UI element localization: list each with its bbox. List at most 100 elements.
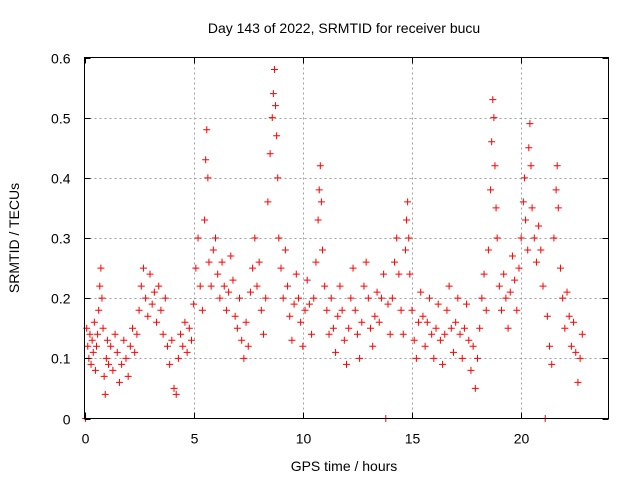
data-point [338,306,346,314]
x-tick-label: 0 [82,431,90,447]
data-point [98,294,106,302]
data-point [403,216,411,224]
data-point [253,282,261,290]
data-point [377,294,385,302]
data-point [301,306,309,314]
data-point [88,336,96,344]
data-point [133,330,141,338]
data-point [183,348,191,356]
data-point [181,318,189,326]
data-point [146,270,154,278]
data-point [386,330,394,338]
data-point [528,204,536,212]
data-point [513,306,521,314]
data-point [388,294,396,302]
data-point [391,258,399,266]
data-point [159,330,167,338]
data-point [517,234,525,242]
data-point [492,204,500,212]
data-point [524,246,532,254]
data-point [185,324,193,332]
data-point [511,276,519,284]
data-point [358,318,366,326]
data-point [530,234,538,242]
data-point [561,324,569,332]
data-point [478,294,486,302]
data-point [404,198,412,206]
data-point [279,294,287,302]
data-point [327,294,335,302]
data-point [100,372,108,380]
data-point [449,348,457,356]
data-point [519,198,527,206]
data-point [297,318,305,326]
data-point [260,330,268,338]
data-point [129,324,137,332]
data-point [281,246,289,254]
data-point [251,234,259,242]
data-point [227,252,235,260]
data-point [310,294,318,302]
x-tick-label: 15 [405,431,421,447]
data-point [115,378,123,386]
data-point [546,342,554,350]
data-point [201,216,209,224]
y-tick-label: 0 [63,412,71,428]
data-point [380,270,388,278]
data-point [205,258,213,266]
data-point [246,288,254,296]
data-point [550,234,558,242]
data-point [556,264,564,272]
data-point [401,246,409,254]
data-point [262,294,270,302]
data-point [269,90,277,98]
data-point [578,330,586,338]
data-point [124,372,132,380]
data-point [543,312,551,320]
data-point [139,264,147,272]
data-point [476,324,484,332]
data-point [323,306,331,314]
data-point [286,312,294,320]
data-point [345,324,353,332]
data-point [113,348,121,356]
data-point [240,354,248,362]
data-point [166,360,174,368]
y-tick-label: 0.3 [51,231,71,247]
x-axis-label: GPS time / hours [291,458,398,474]
data-point [86,330,94,338]
data-point [371,312,379,320]
data-point [412,354,420,362]
data-point [126,342,134,350]
data-point [364,294,372,302]
data-point [111,330,119,338]
data-point [563,288,571,296]
data-point [489,96,497,104]
data-point [198,306,206,314]
data-point [105,360,113,368]
data-point [222,306,230,314]
data-point [570,318,578,326]
data-point [244,342,252,350]
data-point [96,282,104,290]
data-point [340,336,348,344]
data-point [397,306,405,314]
data-point [308,330,316,338]
data-point [102,354,110,362]
data-point [135,306,143,314]
data-point [249,264,257,272]
data-point [131,348,139,356]
data-point [349,264,357,272]
data-point [360,282,368,290]
data-point [351,306,359,314]
data-point [321,282,329,290]
data-point [522,216,530,224]
data-point [142,294,150,302]
data-point [202,156,210,164]
data-point [367,324,375,332]
data-point [305,300,313,308]
data-point [242,318,250,326]
data-point [515,264,523,272]
data-point [559,294,567,302]
